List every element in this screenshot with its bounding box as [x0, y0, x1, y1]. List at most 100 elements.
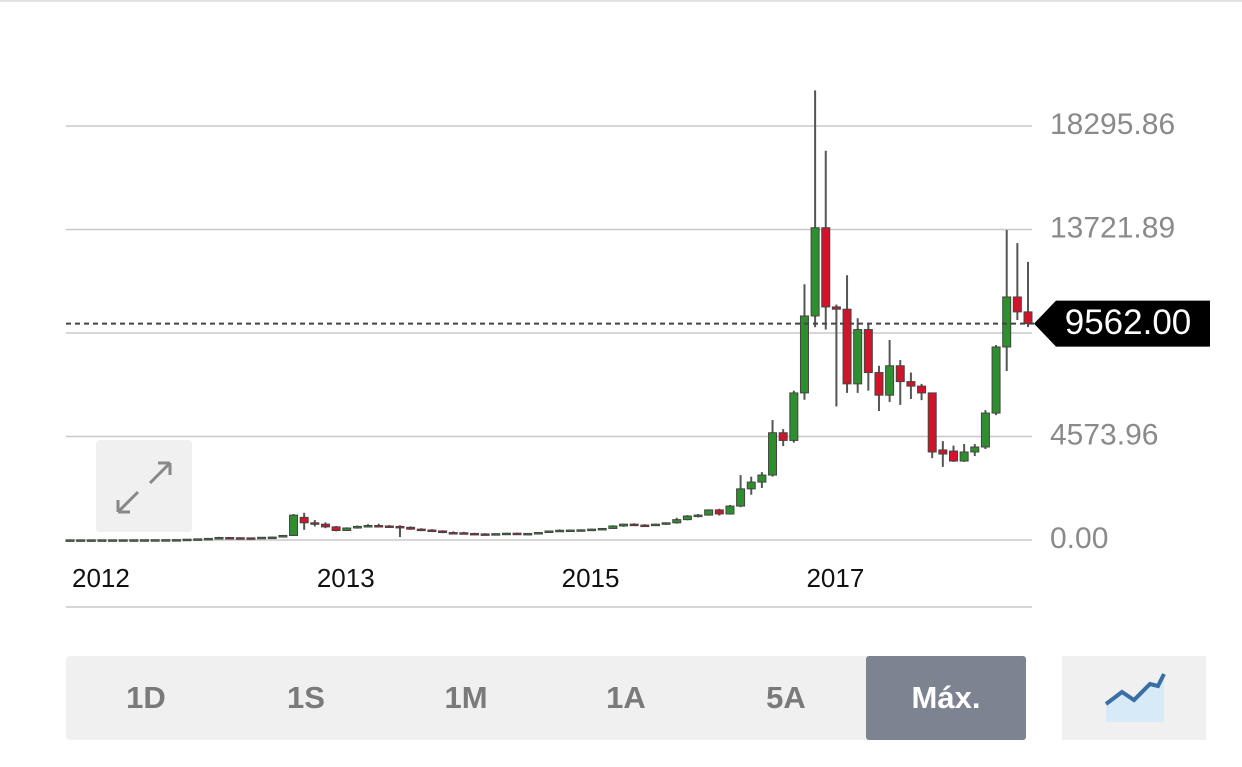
candle-body — [225, 537, 235, 540]
candle-body — [438, 530, 448, 534]
candle-body — [161, 539, 171, 542]
x-tick-label: 2012 — [72, 563, 130, 593]
candle-body — [725, 505, 735, 515]
candle-body — [235, 537, 245, 540]
candle-body — [565, 529, 575, 533]
chart: 0.00 4573.96 13721.89 18295.86 2012 2013 2015 2… — [65, 90, 1210, 593]
candle-body — [629, 523, 639, 527]
range-buttons: 1D 1S 1M 1A 5A Máx. — [66, 656, 1026, 740]
candle-body — [374, 525, 384, 528]
expand-bg — [96, 440, 192, 532]
range-button[interactable]: 5A — [766, 680, 806, 715]
candle-body — [214, 537, 224, 540]
candle-body — [874, 372, 884, 396]
candle-body — [512, 532, 522, 536]
x-tick-label: 2017 — [806, 563, 864, 593]
last-price-label: 9562.00 — [1065, 303, 1192, 342]
candle-body — [576, 529, 586, 532]
range-bar-bg — [66, 656, 1026, 740]
candle-body — [704, 509, 714, 516]
expand-icon — [116, 461, 172, 514]
candle-body — [682, 515, 692, 521]
candle-body — [150, 539, 160, 542]
candle-body — [76, 539, 86, 542]
candle-body — [714, 509, 724, 515]
candle-body — [810, 227, 820, 317]
chart-type-button[interactable] — [1062, 656, 1206, 740]
candle-body — [587, 528, 597, 532]
candle-body — [491, 533, 501, 536]
range-button[interactable]: 1D — [126, 680, 166, 715]
candle-body — [970, 446, 980, 453]
candle-body — [448, 532, 458, 535]
candle-body — [320, 523, 330, 528]
range-button[interactable]: Máx. — [912, 680, 981, 715]
candle-body — [86, 539, 96, 542]
y-tick-label: 4573.96 — [1050, 418, 1158, 451]
x-tick-label: 2013 — [317, 563, 375, 593]
candle-body — [459, 532, 469, 535]
candle-body — [544, 530, 554, 534]
candle-body — [1012, 296, 1022, 313]
candle-body — [203, 537, 213, 541]
candle-body — [257, 536, 267, 540]
candle-body — [661, 522, 671, 525]
candle-body — [342, 527, 352, 531]
candle-body — [523, 532, 533, 536]
range-button[interactable]: 1M — [444, 680, 487, 715]
candle-body — [885, 365, 895, 396]
candle-body — [948, 450, 958, 462]
candle-body — [906, 381, 916, 387]
expand-button[interactable] — [96, 440, 192, 532]
candle-body — [991, 346, 1001, 414]
candle-body — [246, 537, 256, 540]
candle-body — [278, 534, 288, 538]
candle-body — [959, 451, 969, 462]
chart-type-line — [1104, 673, 1166, 706]
candle-body — [938, 449, 948, 455]
candle-body — [310, 522, 320, 525]
candle-body — [267, 536, 277, 540]
candle-body — [299, 516, 309, 524]
candle-body — [597, 527, 607, 531]
candle-body — [672, 519, 682, 524]
y-tick-label: 0.00 — [1050, 522, 1108, 555]
candle-body — [917, 385, 927, 394]
candle-body — [693, 514, 703, 518]
candle-body — [821, 227, 831, 308]
last-price-tag — [1034, 300, 1210, 347]
candle-body — [363, 525, 373, 528]
range-button[interactable]: 1S — [287, 680, 325, 715]
candle-body — [118, 539, 128, 542]
candle-body — [778, 432, 788, 441]
candle-body — [608, 525, 618, 529]
candle-body — [980, 412, 990, 448]
candle-body — [352, 525, 362, 529]
candle-body — [842, 308, 852, 385]
candle-body — [799, 315, 809, 394]
candle-body — [640, 524, 650, 528]
candle-body — [863, 329, 873, 374]
range-button[interactable]: 1A — [606, 680, 646, 715]
candle-body — [331, 526, 341, 531]
candle-body — [289, 514, 299, 536]
candle-body — [619, 523, 629, 527]
candle-body — [129, 539, 139, 542]
x-tick-label: 2015 — [562, 563, 620, 593]
candle-body — [895, 365, 905, 383]
candle-body — [736, 488, 746, 507]
candle-body — [746, 481, 756, 490]
candle-body — [416, 528, 426, 532]
candle-body — [108, 539, 118, 542]
candle-body — [927, 392, 937, 453]
candle-body — [1023, 311, 1033, 325]
candle-body — [1002, 296, 1012, 348]
y-tick-label: 13721.89 — [1050, 211, 1175, 244]
candle-body — [395, 525, 405, 529]
candle-body — [97, 539, 107, 542]
candle-body — [140, 539, 150, 542]
range-button-selected-bg — [866, 656, 1026, 740]
candle-body — [171, 539, 181, 542]
candle-body — [533, 532, 543, 535]
